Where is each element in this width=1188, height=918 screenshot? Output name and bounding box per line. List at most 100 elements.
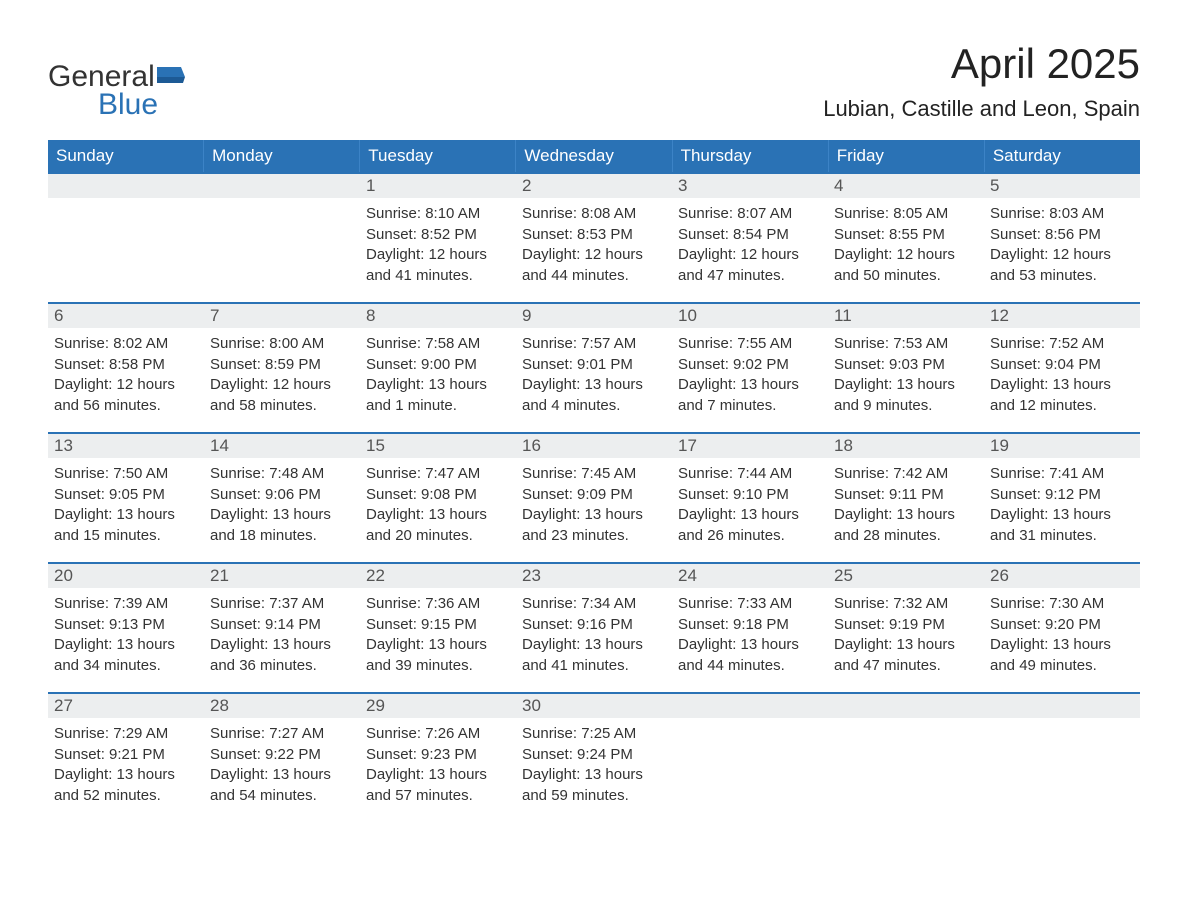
- sunrise-text: Sunrise: 7:57 AM: [522, 334, 666, 354]
- day-header: Friday: [829, 140, 985, 172]
- sunrise-text: Sunrise: 7:44 AM: [678, 464, 822, 484]
- day-cell: 30Sunrise: 7:25 AMSunset: 9:24 PMDayligh…: [516, 694, 672, 822]
- day-details: Sunrise: 8:00 AMSunset: 8:59 PMDaylight:…: [204, 328, 360, 424]
- daylight1-text: Daylight: 12 hours: [678, 245, 822, 265]
- daylight1-text: Daylight: 13 hours: [366, 505, 510, 525]
- sunset-text: Sunset: 9:24 PM: [522, 745, 666, 765]
- sunset-text: Sunset: 9:20 PM: [990, 615, 1134, 635]
- day-details: Sunrise: 7:37 AMSunset: 9:14 PMDaylight:…: [204, 588, 360, 684]
- day-details: Sunrise: 7:29 AMSunset: 9:21 PMDaylight:…: [48, 718, 204, 814]
- daylight1-text: Daylight: 13 hours: [210, 765, 354, 785]
- day-details: Sunrise: 7:44 AMSunset: 9:10 PMDaylight:…: [672, 458, 828, 554]
- sunset-text: Sunset: 8:52 PM: [366, 225, 510, 245]
- sunset-text: Sunset: 9:22 PM: [210, 745, 354, 765]
- sunrise-text: Sunrise: 7:32 AM: [834, 594, 978, 614]
- day-details: Sunrise: 7:57 AMSunset: 9:01 PMDaylight:…: [516, 328, 672, 424]
- daylight1-text: Daylight: 12 hours: [54, 375, 198, 395]
- day-header: Saturday: [985, 140, 1140, 172]
- sunset-text: Sunset: 8:53 PM: [522, 225, 666, 245]
- week-row: 6Sunrise: 8:02 AMSunset: 8:58 PMDaylight…: [48, 302, 1140, 432]
- daylight2-text: and 57 minutes.: [366, 786, 510, 806]
- day-cell: 20Sunrise: 7:39 AMSunset: 9:13 PMDayligh…: [48, 564, 204, 692]
- sunrise-text: Sunrise: 7:42 AM: [834, 464, 978, 484]
- sunset-text: Sunset: 9:11 PM: [834, 485, 978, 505]
- daylight2-text: and 7 minutes.: [678, 396, 822, 416]
- location-text: Lubian, Castille and Leon, Spain: [823, 96, 1140, 122]
- sunset-text: Sunset: 9:01 PM: [522, 355, 666, 375]
- daylight1-text: Daylight: 13 hours: [54, 635, 198, 655]
- daylight2-text: and 23 minutes.: [522, 526, 666, 546]
- daylight1-text: Daylight: 13 hours: [210, 635, 354, 655]
- sunrise-text: Sunrise: 8:03 AM: [990, 204, 1134, 224]
- day-cell: 4Sunrise: 8:05 AMSunset: 8:55 PMDaylight…: [828, 174, 984, 302]
- day-details: Sunrise: 7:25 AMSunset: 9:24 PMDaylight:…: [516, 718, 672, 814]
- day-number: 26: [984, 564, 1140, 588]
- sunrise-text: Sunrise: 7:39 AM: [54, 594, 198, 614]
- day-cell: 11Sunrise: 7:53 AMSunset: 9:03 PMDayligh…: [828, 304, 984, 432]
- day-number: 16: [516, 434, 672, 458]
- sunset-text: Sunset: 9:02 PM: [678, 355, 822, 375]
- daylight1-text: Daylight: 13 hours: [678, 375, 822, 395]
- daylight2-text: and 44 minutes.: [678, 656, 822, 676]
- day-cell: [48, 174, 204, 302]
- daylight1-text: Daylight: 13 hours: [990, 375, 1134, 395]
- header: General Blue April 2025 Lubian, Castille…: [48, 40, 1140, 122]
- day-details: Sunrise: 8:08 AMSunset: 8:53 PMDaylight:…: [516, 198, 672, 294]
- day-header: Monday: [204, 140, 360, 172]
- daylight2-text: and 12 minutes.: [990, 396, 1134, 416]
- daylight2-text: and 20 minutes.: [366, 526, 510, 546]
- sunset-text: Sunset: 9:21 PM: [54, 745, 198, 765]
- daylight2-text: and 47 minutes.: [678, 266, 822, 286]
- day-number: [48, 174, 204, 198]
- daylight2-text: and 58 minutes.: [210, 396, 354, 416]
- day-cell: 8Sunrise: 7:58 AMSunset: 9:00 PMDaylight…: [360, 304, 516, 432]
- day-details: Sunrise: 7:26 AMSunset: 9:23 PMDaylight:…: [360, 718, 516, 814]
- sunset-text: Sunset: 9:05 PM: [54, 485, 198, 505]
- logo-flag-icon: [157, 67, 185, 87]
- week-row: 1Sunrise: 8:10 AMSunset: 8:52 PMDaylight…: [48, 172, 1140, 302]
- day-number: 28: [204, 694, 360, 718]
- day-details: Sunrise: 7:48 AMSunset: 9:06 PMDaylight:…: [204, 458, 360, 554]
- daylight1-text: Daylight: 13 hours: [54, 505, 198, 525]
- day-details: Sunrise: 8:10 AMSunset: 8:52 PMDaylight:…: [360, 198, 516, 294]
- day-cell: 24Sunrise: 7:33 AMSunset: 9:18 PMDayligh…: [672, 564, 828, 692]
- day-cell: 7Sunrise: 8:00 AMSunset: 8:59 PMDaylight…: [204, 304, 360, 432]
- daylight1-text: Daylight: 13 hours: [678, 635, 822, 655]
- month-title: April 2025: [823, 40, 1140, 88]
- daylight2-text: and 34 minutes.: [54, 656, 198, 676]
- daylight1-text: Daylight: 13 hours: [366, 635, 510, 655]
- sunset-text: Sunset: 9:14 PM: [210, 615, 354, 635]
- sunset-text: Sunset: 8:59 PM: [210, 355, 354, 375]
- day-number: 25: [828, 564, 984, 588]
- daylight2-text: and 1 minute.: [366, 396, 510, 416]
- daylight1-text: Daylight: 13 hours: [990, 505, 1134, 525]
- daylight2-text: and 54 minutes.: [210, 786, 354, 806]
- daylight1-text: Daylight: 13 hours: [990, 635, 1134, 655]
- sunset-text: Sunset: 9:04 PM: [990, 355, 1134, 375]
- day-cell: 23Sunrise: 7:34 AMSunset: 9:16 PMDayligh…: [516, 564, 672, 692]
- day-details: Sunrise: 7:27 AMSunset: 9:22 PMDaylight:…: [204, 718, 360, 814]
- daylight2-text: and 56 minutes.: [54, 396, 198, 416]
- day-cell: 5Sunrise: 8:03 AMSunset: 8:56 PMDaylight…: [984, 174, 1140, 302]
- sunset-text: Sunset: 9:08 PM: [366, 485, 510, 505]
- day-number: 18: [828, 434, 984, 458]
- day-cell: [204, 174, 360, 302]
- daylight1-text: Daylight: 13 hours: [834, 505, 978, 525]
- daylight1-text: Daylight: 13 hours: [522, 505, 666, 525]
- day-number: 21: [204, 564, 360, 588]
- daylight1-text: Daylight: 12 hours: [366, 245, 510, 265]
- daylight1-text: Daylight: 13 hours: [834, 375, 978, 395]
- sunset-text: Sunset: 9:10 PM: [678, 485, 822, 505]
- sunset-text: Sunset: 8:56 PM: [990, 225, 1134, 245]
- day-number: 22: [360, 564, 516, 588]
- sunrise-text: Sunrise: 7:30 AM: [990, 594, 1134, 614]
- day-details: Sunrise: 7:53 AMSunset: 9:03 PMDaylight:…: [828, 328, 984, 424]
- day-cell: 25Sunrise: 7:32 AMSunset: 9:19 PMDayligh…: [828, 564, 984, 692]
- day-cell: 1Sunrise: 8:10 AMSunset: 8:52 PMDaylight…: [360, 174, 516, 302]
- day-cell: 17Sunrise: 7:44 AMSunset: 9:10 PMDayligh…: [672, 434, 828, 562]
- day-number: [828, 694, 984, 718]
- day-details: Sunrise: 8:07 AMSunset: 8:54 PMDaylight:…: [672, 198, 828, 294]
- daylight1-text: Daylight: 13 hours: [522, 635, 666, 655]
- day-number: 1: [360, 174, 516, 198]
- sunset-text: Sunset: 9:19 PM: [834, 615, 978, 635]
